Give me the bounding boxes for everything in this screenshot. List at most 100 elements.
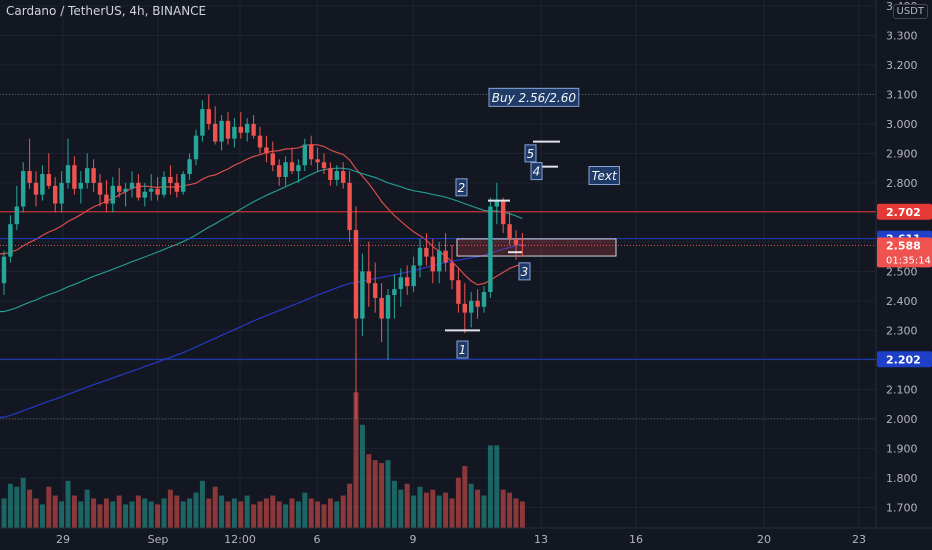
candle bbox=[443, 233, 448, 272]
price-tick-label: 3.000 bbox=[886, 118, 918, 131]
time-tick-label: 13 bbox=[534, 533, 548, 546]
time-tick-label: 20 bbox=[757, 533, 771, 546]
volume-bar bbox=[187, 498, 193, 528]
candle-body bbox=[488, 206, 493, 293]
annotations: Buy 2.56/2.60 Text 1 2 3 4 5 bbox=[455, 87, 620, 359]
candles bbox=[1, 94, 525, 419]
candle bbox=[14, 185, 19, 231]
candle bbox=[85, 153, 90, 189]
volume-bar bbox=[59, 501, 65, 528]
candle bbox=[1, 250, 7, 295]
volume-bar bbox=[135, 495, 141, 528]
volume-bar bbox=[14, 486, 20, 528]
candle bbox=[296, 159, 301, 183]
volume-bar bbox=[417, 486, 423, 528]
annotation-text: 3 bbox=[521, 265, 529, 279]
candle bbox=[53, 176, 58, 213]
price-tick-label: 3.200 bbox=[886, 59, 918, 72]
annotation-label: 4 bbox=[530, 162, 543, 181]
volume-bar bbox=[7, 483, 13, 528]
candle-body bbox=[353, 230, 359, 319]
candle-body bbox=[309, 144, 314, 160]
candle bbox=[430, 238, 435, 284]
candle-body bbox=[449, 262, 455, 281]
candle-body bbox=[520, 244, 525, 246]
volume-bar bbox=[244, 495, 250, 528]
candle-body bbox=[321, 162, 327, 169]
annotation-box bbox=[524, 144, 537, 163]
candle bbox=[469, 292, 474, 328]
annotation-label: Buy 2.56/2.60 bbox=[488, 87, 580, 107]
candle-body bbox=[251, 123, 256, 136]
candle bbox=[366, 241, 371, 307]
time-tick-label: 23 bbox=[852, 533, 866, 546]
candle bbox=[360, 253, 365, 337]
candle-body bbox=[405, 277, 410, 287]
price-tick-label: 2.100 bbox=[886, 383, 918, 396]
moving-average-line bbox=[3, 167, 523, 313]
candle-body bbox=[129, 182, 135, 189]
volume-bar bbox=[283, 504, 289, 528]
candle-body bbox=[97, 182, 103, 195]
candle bbox=[40, 165, 45, 201]
price-tick-label: 1.700 bbox=[886, 501, 918, 514]
volume-bar bbox=[231, 498, 237, 528]
horizontal-lines bbox=[0, 93, 876, 420]
annotation-text: 4 bbox=[533, 165, 541, 179]
currency-button[interactable]: USDT bbox=[892, 4, 928, 19]
candle bbox=[123, 182, 128, 207]
volume-bar bbox=[475, 489, 481, 528]
candle-body bbox=[225, 120, 231, 139]
candle-body bbox=[513, 238, 519, 245]
candle-body bbox=[200, 109, 205, 136]
volume-bar bbox=[52, 495, 58, 528]
volume-bar bbox=[199, 480, 205, 528]
volume-bar bbox=[308, 498, 314, 528]
candle-body bbox=[360, 271, 365, 319]
candle bbox=[72, 156, 77, 195]
countdown-timer: 01:35:14 bbox=[886, 255, 931, 266]
candle-body bbox=[475, 300, 480, 307]
volume-bar bbox=[39, 504, 45, 528]
volume-bar bbox=[411, 495, 417, 528]
moving-average-line bbox=[3, 144, 523, 286]
candle-body bbox=[213, 123, 218, 142]
candle-body bbox=[123, 188, 128, 192]
annotation-label: Text bbox=[588, 166, 620, 186]
candle bbox=[219, 115, 224, 151]
volume-bar bbox=[462, 466, 468, 528]
volume-bar bbox=[155, 504, 161, 528]
volume-bar bbox=[404, 483, 410, 528]
candle bbox=[417, 238, 423, 278]
candle bbox=[91, 159, 96, 192]
candle bbox=[501, 197, 506, 234]
candle bbox=[46, 153, 51, 189]
buy-zone-rectangle bbox=[456, 238, 617, 257]
candle-body bbox=[117, 185, 122, 192]
volume-bar bbox=[327, 498, 333, 528]
candle bbox=[449, 244, 455, 290]
volume-bar bbox=[97, 504, 103, 528]
candle-body bbox=[437, 250, 442, 272]
candle-body bbox=[8, 224, 13, 257]
price-tag: 2.702 bbox=[877, 203, 932, 220]
candle-body bbox=[181, 174, 186, 192]
candle bbox=[33, 171, 39, 207]
candle-body bbox=[501, 200, 506, 225]
candle-body bbox=[193, 135, 199, 160]
candle bbox=[251, 115, 256, 139]
volume-bar bbox=[20, 477, 26, 528]
volume-bar bbox=[487, 445, 493, 528]
candle-body bbox=[289, 162, 295, 172]
annotation-text: 2 bbox=[458, 181, 466, 195]
candle bbox=[174, 174, 179, 198]
candle bbox=[385, 289, 391, 360]
volume-bar bbox=[251, 504, 257, 528]
candle bbox=[481, 286, 487, 313]
price-tag: 2.588 01:35:14 bbox=[877, 237, 932, 268]
volume-bar bbox=[161, 498, 167, 528]
volume-bar bbox=[436, 495, 442, 528]
candle-body bbox=[46, 174, 51, 186]
